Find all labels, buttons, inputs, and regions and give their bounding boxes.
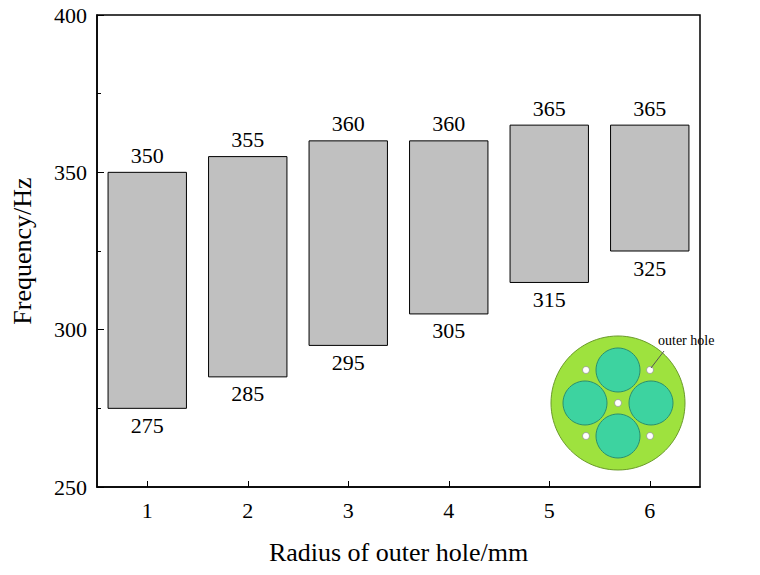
svg-text:350: 350 (54, 160, 87, 185)
svg-text:305: 305 (432, 318, 465, 343)
svg-text:325: 325 (633, 256, 666, 281)
svg-text:2: 2 (242, 498, 253, 523)
svg-text:315: 315 (533, 287, 566, 312)
svg-text:360: 360 (432, 111, 465, 136)
svg-text:360: 360 (332, 111, 365, 136)
svg-text:295: 295 (332, 350, 365, 375)
svg-text:Radius of outer hole/mm: Radius of outer hole/mm (269, 538, 528, 567)
svg-text:300: 300 (54, 317, 87, 342)
svg-text:outer hole: outer hole (658, 333, 714, 348)
svg-text:4: 4 (443, 498, 454, 523)
svg-text:Frequency/Hz: Frequency/Hz (8, 177, 37, 324)
svg-text:355: 355 (231, 127, 264, 152)
svg-text:285: 285 (231, 381, 264, 406)
svg-text:365: 365 (533, 96, 566, 121)
svg-text:3: 3 (343, 498, 354, 523)
svg-text:6: 6 (644, 498, 655, 523)
svg-text:1: 1 (142, 498, 153, 523)
svg-text:250: 250 (54, 475, 87, 500)
svg-text:400: 400 (54, 3, 87, 28)
svg-text:5: 5 (544, 498, 555, 523)
svg-text:350: 350 (131, 143, 164, 168)
svg-text:275: 275 (131, 413, 164, 438)
svg-text:365: 365 (633, 96, 666, 121)
